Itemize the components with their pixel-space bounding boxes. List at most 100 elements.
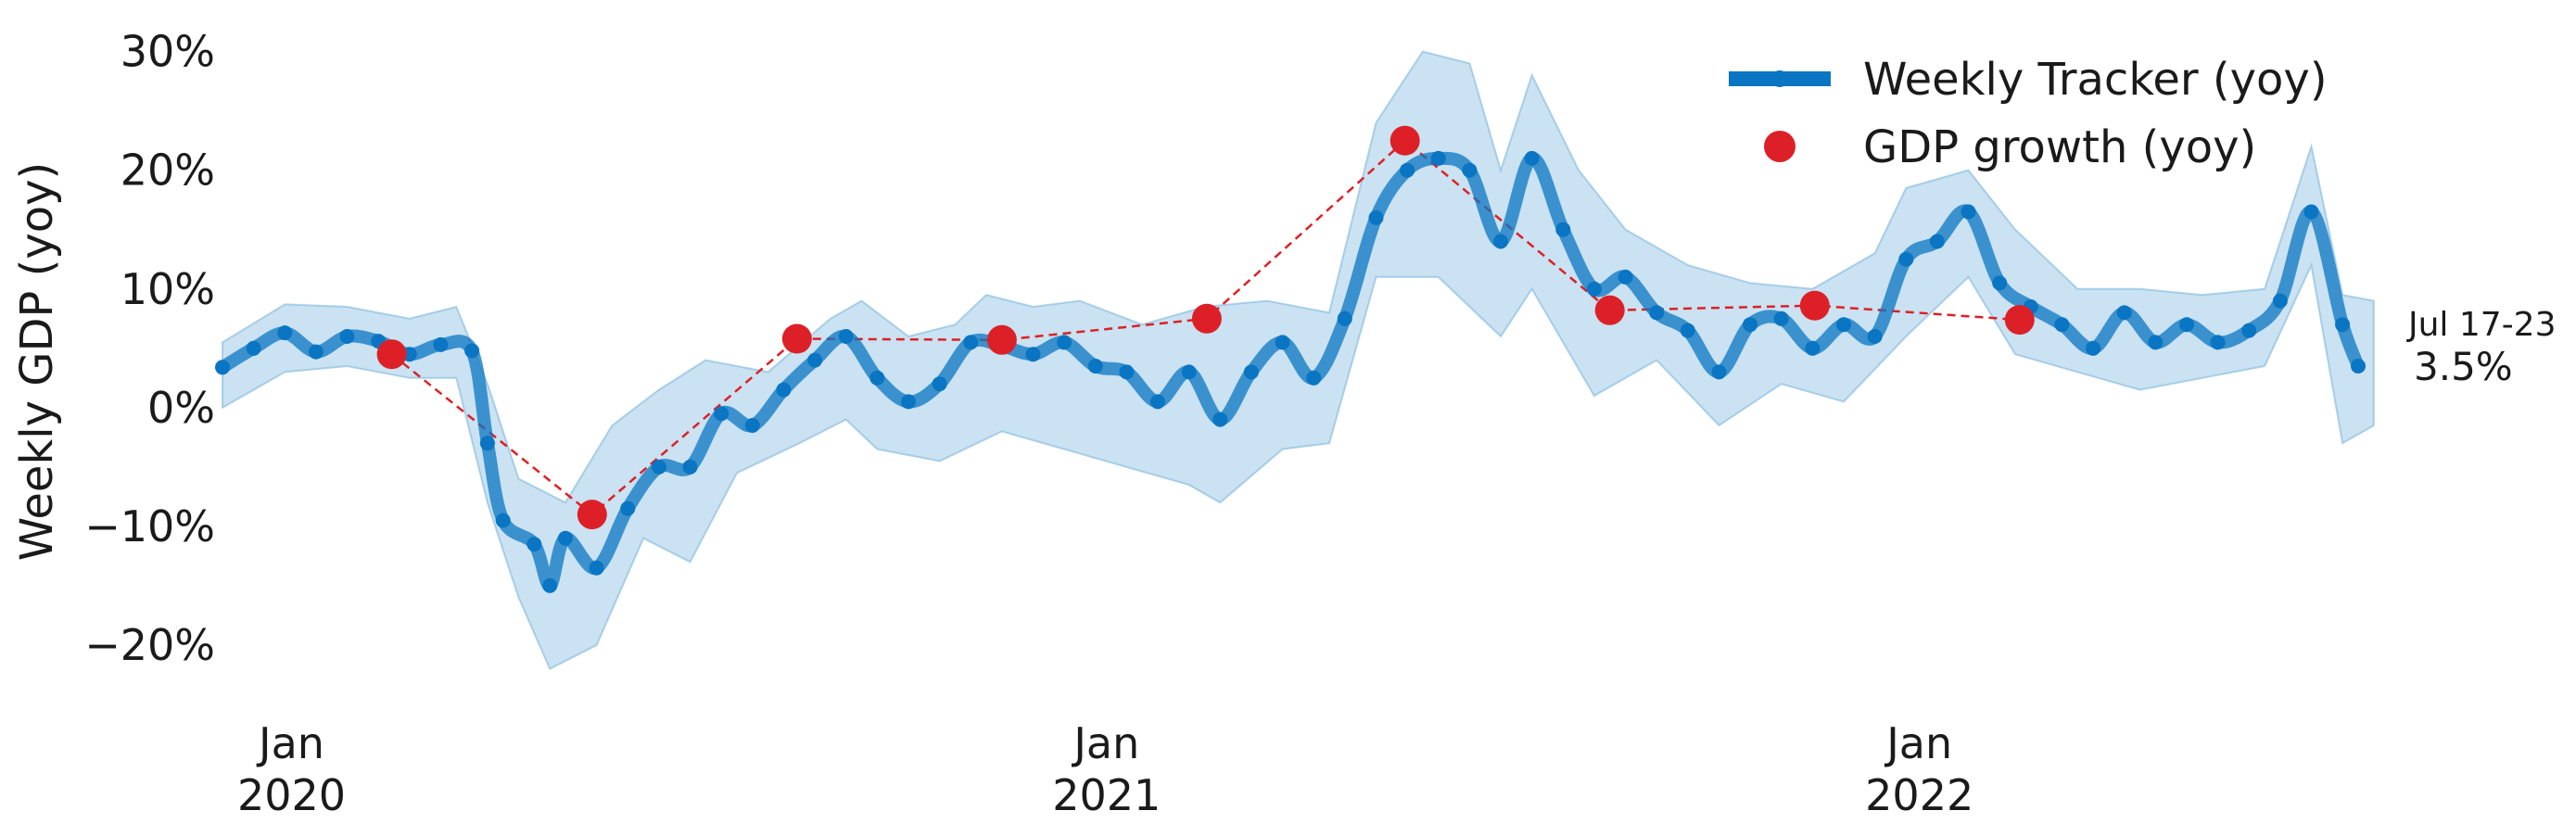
tracker-point	[1680, 323, 1695, 338]
tracker-point	[776, 382, 792, 398]
tracker-point	[1805, 340, 1821, 356]
tracker-point	[963, 335, 979, 350]
tracker-point	[2303, 204, 2319, 220]
tracker-point	[744, 418, 760, 433]
tracker-point	[2351, 359, 2366, 374]
tracker-point	[1618, 269, 1633, 285]
legend-gdp-marker	[1764, 131, 1796, 162]
tracker-point	[2272, 293, 2288, 309]
tracker-point	[1462, 162, 1478, 178]
gdp-point	[376, 339, 407, 370]
tracker-point	[2054, 317, 2070, 333]
y-axis-label: Weekly GDP (yoy)	[11, 162, 63, 562]
tracker-point	[932, 376, 947, 392]
x-tick-year-label: 2022	[1865, 770, 1973, 820]
x-tick-label: Jan	[256, 718, 324, 768]
tracker-point	[2148, 335, 2164, 350]
tracker-point	[1929, 234, 1945, 249]
tracker-point	[339, 329, 355, 344]
tracker-point	[308, 344, 324, 360]
last-value-annotation: Jul 17-23 3.5%	[2406, 306, 2557, 389]
tracker-point	[1243, 364, 1259, 380]
tracker-point	[1524, 150, 1540, 166]
x-tick-year-label: 2021	[1052, 770, 1161, 820]
y-tick-label: 0%	[147, 383, 215, 433]
gdp-point	[1799, 290, 1830, 321]
tracker-point	[1275, 335, 1290, 350]
tracker-point	[1992, 275, 2008, 291]
tracker-point	[2179, 317, 2194, 333]
x-tick-label: Jan	[1071, 718, 1139, 768]
tracker-point	[1306, 370, 1322, 386]
legend-gdp-label: GDP growth (yoy)	[1863, 121, 2256, 173]
tracker-point	[1586, 281, 1602, 297]
y-tick-label: 10%	[121, 264, 215, 314]
tracker-point	[1337, 310, 1352, 326]
tracker-point	[807, 352, 823, 368]
annotation-value: 3.5%	[2414, 344, 2513, 389]
tracker-point	[246, 340, 261, 356]
tracker-point	[1087, 359, 1103, 374]
tracker-point	[433, 336, 449, 352]
tracker-point	[1743, 317, 1758, 333]
legend: Weekly Tracker (yoy) GDP growth (yoy)	[1729, 54, 2328, 173]
gdp-point	[2004, 305, 2035, 336]
tracker-point	[901, 394, 916, 410]
tracker-point	[215, 360, 230, 375]
y-tick-labels: −20% −10% 0% 10% 20% 30%	[84, 27, 215, 670]
tracker-point	[1773, 310, 1789, 326]
x-tick-label: Jan	[1884, 718, 1952, 768]
tracker-point	[1898, 251, 1914, 267]
y-tick-label: 20%	[121, 146, 215, 196]
tracker-point	[479, 436, 495, 451]
tracker-point	[2241, 323, 2257, 338]
tracker-point	[1836, 317, 1851, 333]
tracker-point	[1711, 364, 1727, 380]
tracker-point	[2335, 317, 2351, 333]
gdp-point	[781, 323, 812, 354]
tracker-point	[2210, 335, 2226, 350]
tracker-point	[277, 325, 293, 341]
tracker-point	[651, 459, 666, 475]
tracker-point	[1181, 364, 1197, 380]
tracker-point	[1649, 305, 1665, 321]
y-tick-label: −10%	[84, 501, 215, 551]
tracker-point	[558, 530, 573, 546]
tracker-point	[1400, 162, 1415, 178]
tracker-point	[589, 560, 604, 576]
tracker-point	[1430, 150, 1446, 166]
tracker-point	[714, 406, 730, 422]
tracker-point	[495, 513, 511, 528]
tracker-point	[527, 537, 542, 552]
tracker-point	[464, 343, 480, 359]
tracker-point	[1867, 329, 1883, 344]
gdp-point	[577, 500, 607, 530]
tracker-point	[1119, 364, 1135, 380]
tracker-point	[682, 459, 698, 475]
annotation-date: Jul 17-23	[2406, 306, 2557, 344]
tracker-point	[542, 577, 558, 593]
tracker-point	[1555, 222, 1571, 237]
gdp-point	[1191, 303, 1222, 334]
tracker-point	[1493, 234, 1508, 249]
y-tick-label: 30%	[121, 27, 215, 77]
tracker-point	[1150, 394, 1165, 410]
tracker-point	[1212, 412, 1228, 427]
tracker-point	[838, 329, 854, 344]
legend-tracker-label: Weekly Tracker (yoy)	[1863, 54, 2328, 106]
tracker-point	[2086, 340, 2101, 356]
gdp-points-layer	[376, 125, 2035, 530]
tracker-point	[1368, 209, 1384, 225]
x-tick-year-label: 2020	[237, 770, 346, 820]
tracker-point	[869, 370, 885, 386]
gdp-point	[986, 324, 1017, 355]
tracker-point	[1961, 204, 1976, 220]
tracker-point	[620, 500, 636, 516]
tracker-point	[1057, 335, 1072, 350]
tracker-line-layer	[215, 150, 2366, 593]
tracker-point	[2116, 305, 2132, 321]
legend-tracker-marker	[1771, 70, 1788, 87]
